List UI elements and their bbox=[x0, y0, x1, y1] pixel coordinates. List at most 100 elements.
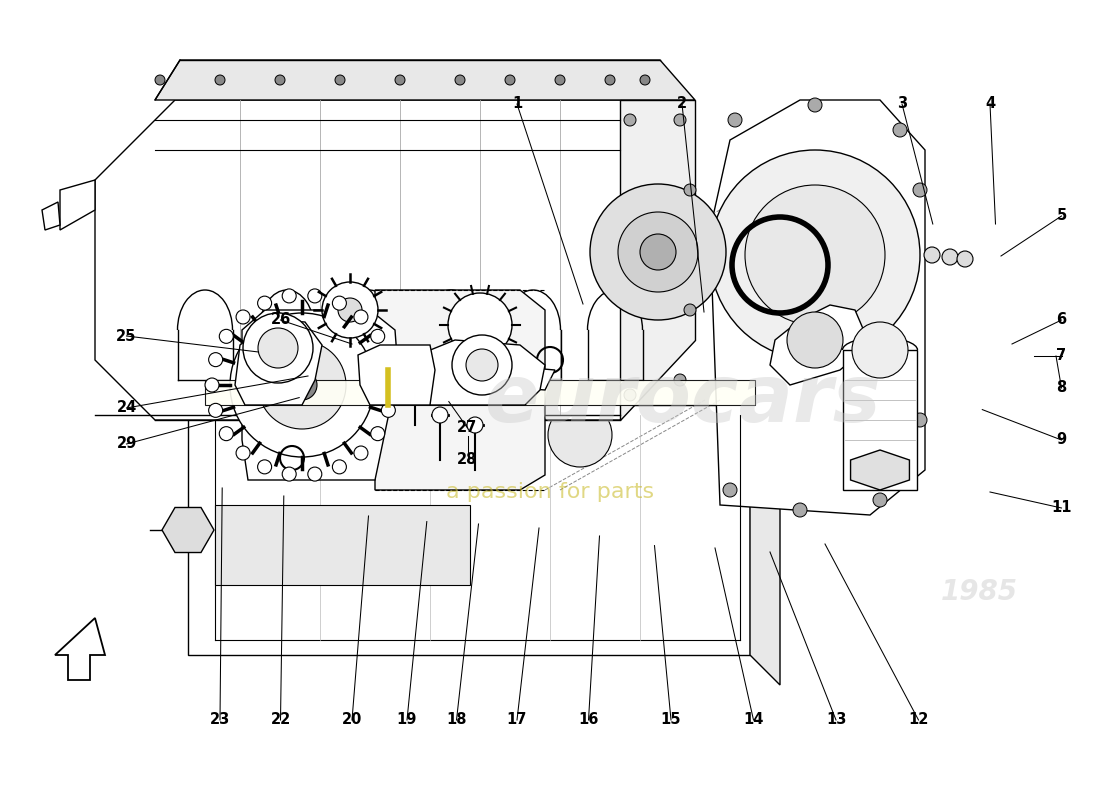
Circle shape bbox=[605, 75, 615, 85]
Polygon shape bbox=[843, 350, 917, 490]
Circle shape bbox=[243, 313, 314, 383]
Circle shape bbox=[407, 372, 424, 388]
Circle shape bbox=[548, 403, 612, 467]
Circle shape bbox=[257, 296, 272, 310]
Circle shape bbox=[684, 304, 696, 316]
Circle shape bbox=[371, 426, 385, 441]
Text: 4: 4 bbox=[984, 97, 996, 111]
Circle shape bbox=[332, 296, 346, 310]
Polygon shape bbox=[710, 100, 925, 515]
Polygon shape bbox=[375, 290, 544, 490]
Circle shape bbox=[385, 378, 399, 392]
Text: 1985: 1985 bbox=[940, 578, 1018, 606]
Circle shape bbox=[913, 183, 927, 197]
Circle shape bbox=[287, 370, 317, 400]
Circle shape bbox=[728, 113, 743, 127]
Circle shape bbox=[745, 185, 886, 325]
Circle shape bbox=[893, 123, 907, 137]
Circle shape bbox=[852, 322, 907, 378]
Polygon shape bbox=[620, 100, 695, 420]
Circle shape bbox=[236, 446, 250, 460]
Polygon shape bbox=[242, 310, 398, 480]
Circle shape bbox=[155, 75, 165, 85]
Circle shape bbox=[354, 310, 367, 324]
Circle shape bbox=[258, 341, 346, 429]
Polygon shape bbox=[60, 180, 95, 230]
Circle shape bbox=[209, 353, 222, 366]
Text: 15: 15 bbox=[661, 713, 681, 727]
Text: eurocars: eurocars bbox=[484, 361, 880, 439]
Circle shape bbox=[230, 313, 374, 457]
Polygon shape bbox=[235, 320, 322, 405]
Text: 9: 9 bbox=[1056, 433, 1067, 447]
Text: 3: 3 bbox=[896, 97, 907, 111]
Text: 22: 22 bbox=[271, 713, 290, 727]
Circle shape bbox=[354, 446, 367, 460]
Circle shape bbox=[219, 426, 233, 441]
Text: 17: 17 bbox=[507, 713, 527, 727]
Polygon shape bbox=[55, 618, 104, 680]
Circle shape bbox=[448, 293, 512, 357]
Text: 19: 19 bbox=[397, 713, 417, 727]
Circle shape bbox=[317, 387, 393, 463]
Circle shape bbox=[942, 249, 958, 265]
Text: 23: 23 bbox=[210, 713, 230, 727]
Circle shape bbox=[258, 328, 298, 368]
Circle shape bbox=[590, 184, 726, 320]
Text: 29: 29 bbox=[117, 437, 136, 451]
Text: 26: 26 bbox=[271, 313, 290, 327]
Circle shape bbox=[913, 413, 927, 427]
Circle shape bbox=[219, 330, 233, 343]
Polygon shape bbox=[162, 507, 214, 553]
Polygon shape bbox=[188, 405, 780, 445]
Text: 12: 12 bbox=[909, 713, 928, 727]
Polygon shape bbox=[188, 405, 750, 655]
Circle shape bbox=[395, 75, 405, 85]
Circle shape bbox=[793, 503, 807, 517]
Circle shape bbox=[957, 251, 974, 267]
Circle shape bbox=[624, 114, 636, 126]
Circle shape bbox=[873, 493, 887, 507]
Circle shape bbox=[723, 483, 737, 497]
Circle shape bbox=[214, 75, 225, 85]
Circle shape bbox=[640, 234, 676, 270]
Text: 2: 2 bbox=[676, 97, 688, 111]
Circle shape bbox=[382, 353, 395, 366]
Text: 1: 1 bbox=[512, 97, 522, 111]
Text: 7: 7 bbox=[1056, 349, 1067, 363]
Circle shape bbox=[308, 289, 322, 303]
Text: 14: 14 bbox=[744, 713, 763, 727]
Polygon shape bbox=[95, 100, 695, 420]
Circle shape bbox=[640, 75, 650, 85]
Text: 18: 18 bbox=[447, 713, 466, 727]
Circle shape bbox=[205, 378, 219, 392]
Circle shape bbox=[618, 212, 698, 292]
Circle shape bbox=[452, 335, 512, 395]
Circle shape bbox=[556, 75, 565, 85]
Circle shape bbox=[322, 282, 378, 338]
Circle shape bbox=[674, 374, 686, 386]
Circle shape bbox=[455, 75, 465, 85]
Circle shape bbox=[332, 460, 346, 474]
Circle shape bbox=[505, 75, 515, 85]
Polygon shape bbox=[214, 505, 470, 585]
Circle shape bbox=[308, 467, 322, 481]
Circle shape bbox=[236, 310, 250, 324]
Circle shape bbox=[382, 403, 395, 418]
Circle shape bbox=[624, 389, 636, 401]
Circle shape bbox=[808, 98, 822, 112]
Polygon shape bbox=[770, 305, 870, 385]
Polygon shape bbox=[418, 340, 544, 405]
Circle shape bbox=[432, 407, 448, 423]
Text: 13: 13 bbox=[826, 713, 846, 727]
Circle shape bbox=[166, 508, 210, 552]
Text: 20: 20 bbox=[342, 713, 362, 727]
Polygon shape bbox=[155, 60, 695, 100]
Text: 27: 27 bbox=[458, 421, 477, 435]
Text: a passion for parts: a passion for parts bbox=[446, 482, 654, 502]
Circle shape bbox=[466, 349, 498, 381]
Text: 11: 11 bbox=[1052, 501, 1071, 515]
Circle shape bbox=[710, 150, 920, 360]
Circle shape bbox=[336, 75, 345, 85]
Circle shape bbox=[275, 75, 285, 85]
